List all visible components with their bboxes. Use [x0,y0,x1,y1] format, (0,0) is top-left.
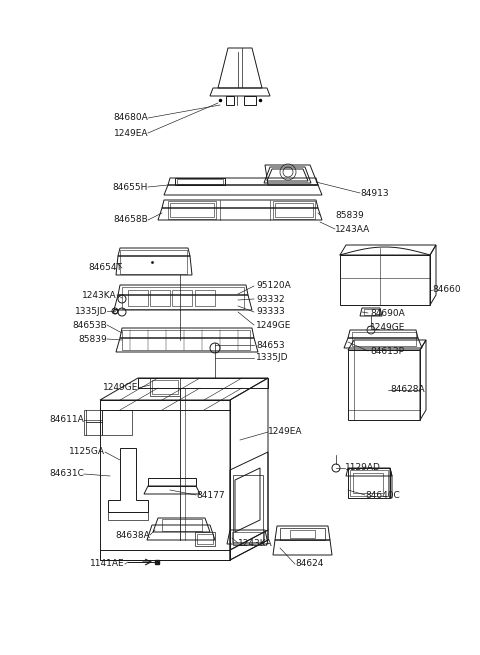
Bar [152,380,178,394]
Bar [168,201,216,219]
Bar [102,410,132,435]
Text: 84177: 84177 [196,491,225,500]
Bar [172,290,192,306]
Bar [128,290,148,306]
Text: 84628A: 84628A [390,386,425,394]
Bar [353,473,383,493]
Text: 93333: 93333 [256,307,285,316]
Bar [290,530,315,538]
Bar [108,512,148,520]
Text: 85839: 85839 [335,210,364,219]
Text: 1335JD: 1335JD [256,354,288,362]
Text: 95120A: 95120A [256,282,291,291]
Text: 1125GA: 1125GA [69,447,105,457]
Text: 85839: 85839 [78,335,107,343]
Bar [280,528,325,540]
Text: 84654T: 84654T [88,263,122,272]
Bar [84,410,102,435]
Bar [195,532,215,546]
Bar [150,378,180,396]
Text: 84658B: 84658B [113,215,148,225]
Text: 1243KA: 1243KA [83,291,117,299]
Text: 1249EA: 1249EA [268,428,302,436]
Text: 84655H: 84655H [113,183,148,191]
Bar [122,287,244,309]
Bar [150,290,170,306]
Text: 84613P: 84613P [370,346,404,356]
Text: 1141AE: 1141AE [90,559,125,569]
Bar [170,203,214,217]
Text: 84611A: 84611A [49,415,84,424]
Text: 84638A: 84638A [115,531,150,540]
Text: 1243KA: 1243KA [238,538,273,548]
Bar [122,330,250,350]
Text: 84660: 84660 [432,286,461,295]
Bar [233,475,263,545]
Text: 1249GE: 1249GE [370,322,406,331]
Text: 84640C: 84640C [365,491,400,500]
Bar [120,250,187,274]
Text: 1249GE: 1249GE [103,383,138,392]
Bar [177,179,223,184]
Text: 1335JD: 1335JD [74,307,107,316]
Text: 1243AA: 1243AA [335,225,370,233]
Bar [197,534,213,544]
Bar [273,201,315,219]
Text: 84690A: 84690A [370,309,405,318]
Bar [232,532,264,542]
Bar [162,519,202,531]
Text: 84624: 84624 [295,559,324,569]
Bar [352,332,416,346]
Text: 84680A: 84680A [113,113,148,122]
Text: 84653: 84653 [256,341,285,350]
Text: 84653B: 84653B [72,320,107,329]
Bar [195,290,215,306]
Text: 1249EA: 1249EA [113,128,148,138]
Bar [275,203,313,217]
Text: 93332: 93332 [256,295,285,303]
Bar [364,309,380,315]
Text: 84913: 84913 [360,189,389,198]
Text: 1129AD: 1129AD [345,464,381,472]
Text: 1249GE: 1249GE [256,320,291,329]
Text: 84631C: 84631C [49,470,84,479]
Bar [350,470,388,496]
